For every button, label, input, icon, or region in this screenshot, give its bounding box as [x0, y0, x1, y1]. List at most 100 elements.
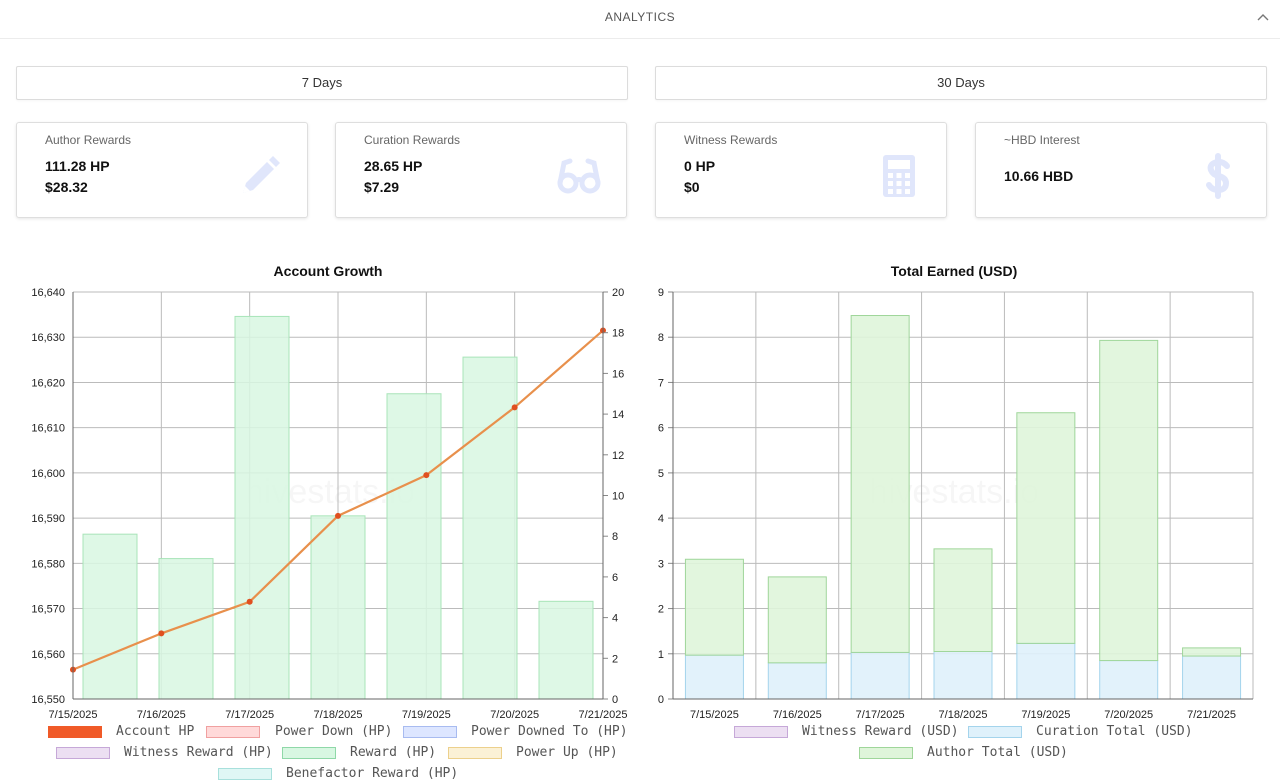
y-left-tick-label: 16,570 — [31, 604, 65, 616]
reward-bar — [386, 393, 442, 700]
legend-label: Power Downed To (HP) — [471, 724, 628, 739]
stacked-bar-segment — [684, 654, 744, 700]
x-tick-label: 7/20/2025 — [1104, 709, 1153, 720]
y-right-tick-label: 2 — [612, 653, 618, 665]
legend-swatch — [206, 726, 260, 738]
x-tick-label: 7/21/2025 — [579, 709, 628, 720]
x-tick-label: 7/16/2025 — [773, 709, 822, 720]
legend-label: Benefactor Reward (HP) — [286, 766, 459, 781]
chart-title: Total Earned (USD) — [891, 263, 1018, 279]
legend-swatch — [48, 726, 102, 738]
stacked-bar-segment — [933, 548, 993, 653]
y-right-tick-label: 10 — [612, 491, 624, 503]
analytics-title: ANALYTICS — [604, 10, 676, 24]
x-tick-label: 7/17/2025 — [856, 709, 905, 720]
stacked-bar-segment — [850, 315, 910, 653]
y-tick-label: 9 — [658, 287, 664, 299]
account-hp-point — [511, 404, 518, 411]
x-tick-label: 7/19/2025 — [1021, 709, 1070, 720]
legend-swatch — [56, 747, 110, 759]
legend-swatch — [403, 726, 457, 738]
account-hp-point — [246, 598, 253, 605]
stacked-bar-segment — [1182, 655, 1242, 700]
card-value-usd: $0 — [684, 179, 700, 195]
legend-label: Witness Reward (HP) — [124, 745, 273, 760]
thirty-days-button[interactable]: 30 Days — [655, 66, 1267, 100]
account-hp-point — [158, 630, 165, 637]
y-tick-label: 6 — [658, 423, 664, 435]
dollar-icon — [1206, 153, 1230, 199]
y-right-tick-label: 18 — [612, 328, 624, 340]
y-right-tick-label: 4 — [612, 613, 618, 625]
y-right-tick-label: 6 — [612, 572, 618, 584]
stacked-bar-segment — [767, 576, 827, 664]
account-hp-point — [335, 512, 341, 519]
y-tick-label: 1 — [658, 649, 664, 661]
account-growth-chart: Account Growth hivestats.io 16,55016,560… — [31, 263, 628, 720]
account-growth-legend: Account HP Power Down (HP) Power Downed … — [0, 724, 640, 784]
y-left-tick-label: 16,610 — [31, 423, 65, 435]
y-tick-label: 3 — [658, 558, 664, 570]
y-right-tick-label: 8 — [612, 531, 618, 543]
card-value-hbd: 10.66 HBD — [1004, 168, 1074, 184]
chevron-up-icon[interactable] — [1256, 11, 1270, 25]
card-value-hp: 28.65 HP — [364, 158, 423, 174]
pencil-icon — [243, 156, 280, 193]
legend-label: Witness Reward (USD) — [802, 724, 959, 739]
author-rewards-card: Author Rewards 111.28 HP $28.32 — [16, 122, 308, 218]
glasses-icon — [557, 158, 601, 194]
reward-bar — [538, 600, 594, 700]
analytics-header[interactable]: ANALYTICS — [0, 0, 1280, 39]
legend-label: Reward (HP) — [350, 745, 437, 760]
y-right-tick-label: 16 — [612, 368, 624, 380]
account-hp-point — [423, 472, 430, 479]
total-earned-chart: Total Earned (USD) hivestats.io 01234567… — [658, 263, 1254, 720]
card-value-usd: $7.29 — [364, 179, 400, 195]
legend-swatch — [734, 726, 788, 738]
card-label: Witness Rewards — [684, 133, 778, 147]
x-tick-label: 7/17/2025 — [225, 709, 274, 720]
legend-label: Account HP — [116, 724, 195, 739]
x-tick-label: 7/16/2025 — [137, 709, 186, 720]
stacked-bar-segment — [850, 651, 910, 700]
curation-rewards-card: Curation Rewards 28.65 HP $7.29 — [335, 122, 627, 218]
card-value-hp: 0 HP — [684, 158, 716, 174]
x-tick-label: 7/18/2025 — [939, 709, 988, 720]
reward-bar — [234, 315, 290, 700]
legend-label: Power Up (HP) — [516, 745, 618, 760]
legend-swatch — [448, 747, 502, 759]
stacked-bar-segment — [1099, 339, 1159, 662]
stacked-bar-segment — [1016, 412, 1076, 644]
stacked-bar-segment — [933, 651, 993, 700]
stacked-bar-segment — [1182, 647, 1242, 657]
y-left-tick-label: 16,630 — [31, 332, 65, 344]
legend-label: Author Total (USD) — [927, 745, 1068, 760]
y-tick-label: 8 — [658, 332, 664, 344]
legend-swatch — [859, 747, 913, 759]
card-value-usd: $28.32 — [45, 179, 88, 195]
x-tick-label: 7/19/2025 — [402, 709, 451, 720]
stacked-bar-segment — [1016, 642, 1076, 700]
chart-title: Account Growth — [274, 263, 383, 279]
card-label: Author Rewards — [45, 133, 132, 147]
card-label: Curation Rewards — [364, 133, 461, 147]
legend-label: Curation Total (USD) — [1036, 724, 1193, 739]
reward-bar — [462, 356, 518, 700]
y-left-tick-label: 16,550 — [31, 694, 65, 706]
y-right-tick-label: 0 — [612, 694, 618, 706]
y-right-tick-label: 14 — [612, 409, 624, 421]
legend-label: Power Down (HP) — [275, 724, 393, 739]
y-tick-label: 0 — [658, 694, 664, 706]
card-label: ~HBD Interest — [1004, 133, 1080, 147]
y-left-tick-label: 16,600 — [31, 468, 65, 480]
y-tick-label: 7 — [658, 377, 664, 389]
y-tick-label: 5 — [658, 468, 664, 480]
legend-swatch — [968, 726, 1022, 738]
y-left-tick-label: 16,620 — [31, 377, 65, 389]
x-tick-label: 7/15/2025 — [49, 709, 98, 720]
total-earned-legend: Witness Reward (USD) Curation Total (USD… — [640, 724, 1280, 784]
x-tick-label: 7/18/2025 — [314, 709, 363, 720]
y-left-tick-label: 16,580 — [31, 558, 65, 570]
stacked-bar-segment — [684, 558, 744, 656]
seven-days-button[interactable]: 7 Days — [16, 66, 628, 100]
